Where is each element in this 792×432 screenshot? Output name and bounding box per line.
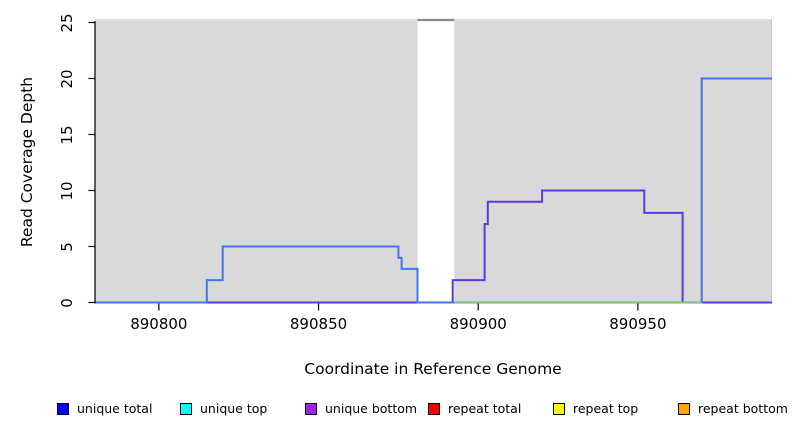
y-tick-label: 10 xyxy=(58,180,76,201)
legend-label: unique total xyxy=(77,401,153,416)
legend-label: unique bottom xyxy=(325,401,418,416)
legend-swatch-icon xyxy=(678,403,690,415)
legend-item-unique-top: unique top xyxy=(180,401,267,417)
legend-item-unique-bottom: unique bottom xyxy=(305,401,417,417)
legend-label: unique top xyxy=(200,401,268,416)
legend-item-repeat-bottom: repeat bottom xyxy=(678,401,788,417)
y-tick-label: 25 xyxy=(58,12,76,33)
legend-item-repeat-top: repeat top xyxy=(553,401,638,417)
legend-swatch-icon xyxy=(428,403,440,415)
legend-swatch-icon xyxy=(57,403,69,415)
x-tick-label: 890950 xyxy=(609,315,667,333)
legend-swatch-icon xyxy=(553,403,565,415)
legend-item-unique-total: unique total xyxy=(57,401,152,417)
legend-label: repeat total xyxy=(448,401,522,416)
legend-swatch-icon xyxy=(305,403,317,415)
legend-swatch-icon xyxy=(180,403,192,415)
x-tick-label: 890800 xyxy=(130,315,188,333)
y-tick-label: 20 xyxy=(58,68,76,89)
x-axis-title: Coordinate in Reference Genome xyxy=(304,360,562,378)
x-tick-label: 890900 xyxy=(449,315,507,333)
y-tick-label: 15 xyxy=(58,124,76,145)
y-tick-label: 0 xyxy=(58,297,76,308)
x-tick-label: 890850 xyxy=(289,315,348,333)
y-tick-label: 5 xyxy=(58,241,76,252)
series-unique-bottom xyxy=(95,189,772,304)
y-axis-title: Read Coverage Depth xyxy=(18,76,36,248)
legend-label: repeat bottom xyxy=(698,401,788,416)
legend-item-repeat-total: repeat total xyxy=(428,401,521,417)
masked-region xyxy=(417,21,455,303)
legend-label: repeat top xyxy=(573,401,639,416)
